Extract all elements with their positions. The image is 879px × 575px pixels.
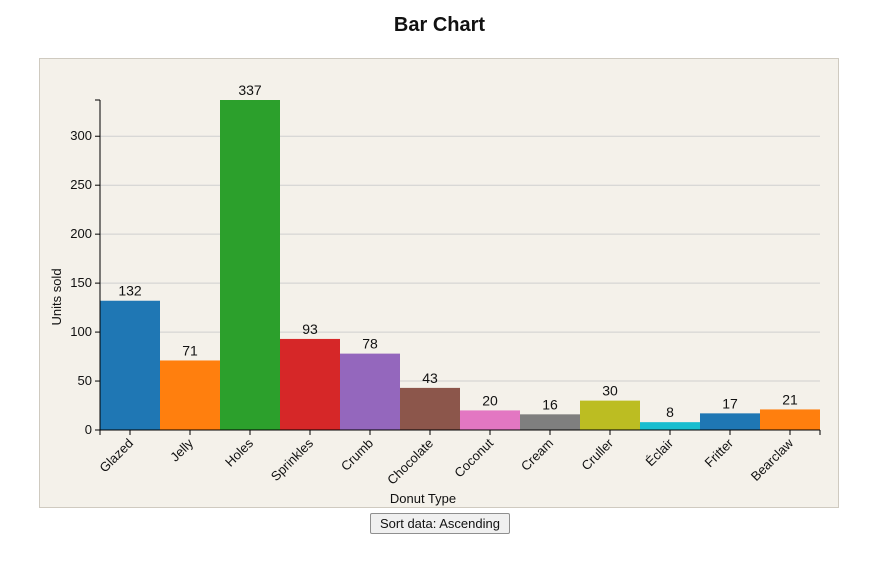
bar-éclair bbox=[640, 422, 700, 430]
x-tick-label: Chocolate bbox=[384, 436, 436, 488]
x-tick-label: Éclair bbox=[643, 435, 677, 469]
x-tick-label: Cruller bbox=[578, 435, 616, 473]
bar-crumb bbox=[340, 353, 400, 430]
x-tick-label: Jelly bbox=[167, 435, 196, 464]
x-tick-label: Crumb bbox=[338, 436, 376, 474]
bar-bearclaw bbox=[760, 409, 820, 430]
y-tick-label: 300 bbox=[70, 128, 92, 143]
bar-coconut bbox=[460, 410, 520, 430]
bar-glazed bbox=[100, 300, 160, 430]
bar-holes bbox=[220, 100, 280, 430]
x-tick-label: Bearclaw bbox=[748, 435, 797, 484]
bar-chart: 132 71 337 93 78 43 20 16 30 8 17 21 0 50 100 150 200 250… bbox=[49, 82, 821, 506]
y-tick-label: 50 bbox=[78, 373, 92, 388]
bar-fritter bbox=[700, 413, 760, 430]
bar-value-label: 21 bbox=[782, 391, 798, 407]
bar-value-label: 93 bbox=[302, 321, 318, 337]
bar-sprinkles bbox=[280, 338, 340, 430]
chart-frame: 132 71 337 93 78 43 20 16 30 8 17 21 0 50 100 150 200 250… bbox=[39, 58, 839, 508]
x-tick-label: Holes bbox=[222, 435, 256, 469]
bar-cruller bbox=[580, 400, 640, 430]
bar-cream bbox=[520, 414, 580, 430]
bar-value-label: 71 bbox=[182, 342, 198, 358]
y-tick-label: 0 bbox=[85, 422, 92, 437]
x-tick-label: Sprinkles bbox=[268, 435, 317, 484]
y-axis-title: Units sold bbox=[49, 268, 64, 325]
bar-value-label: 132 bbox=[118, 283, 142, 299]
page-title: Bar Chart bbox=[393, 14, 486, 36]
bar-value-label: 16 bbox=[542, 396, 558, 412]
x-tick-label: Fritter bbox=[702, 435, 737, 470]
bar-value-label: 337 bbox=[238, 82, 262, 98]
bar-value-label: 30 bbox=[602, 383, 618, 399]
bar-value-label: 17 bbox=[722, 395, 738, 411]
x-tick-label: Glazed bbox=[96, 436, 136, 476]
y-tick-label: 100 bbox=[70, 324, 92, 339]
bar-chocolate bbox=[400, 387, 460, 430]
bar-value-label: 78 bbox=[362, 336, 378, 352]
bar-value-label: 20 bbox=[482, 392, 498, 408]
bar-value-label: 8 bbox=[666, 404, 674, 420]
x-tick-label: Coconut bbox=[451, 435, 496, 480]
y-tick-label: 200 bbox=[70, 226, 92, 241]
x-tick-label: Cream bbox=[518, 436, 556, 474]
sort-button[interactable]: Sort data: Ascending bbox=[370, 513, 510, 534]
x-axis-title: Donut Type bbox=[390, 491, 456, 506]
bar-value-label: 43 bbox=[422, 370, 438, 386]
bar-jelly bbox=[160, 360, 220, 430]
y-tick-label: 250 bbox=[70, 177, 92, 192]
y-tick-label: 150 bbox=[70, 275, 92, 290]
